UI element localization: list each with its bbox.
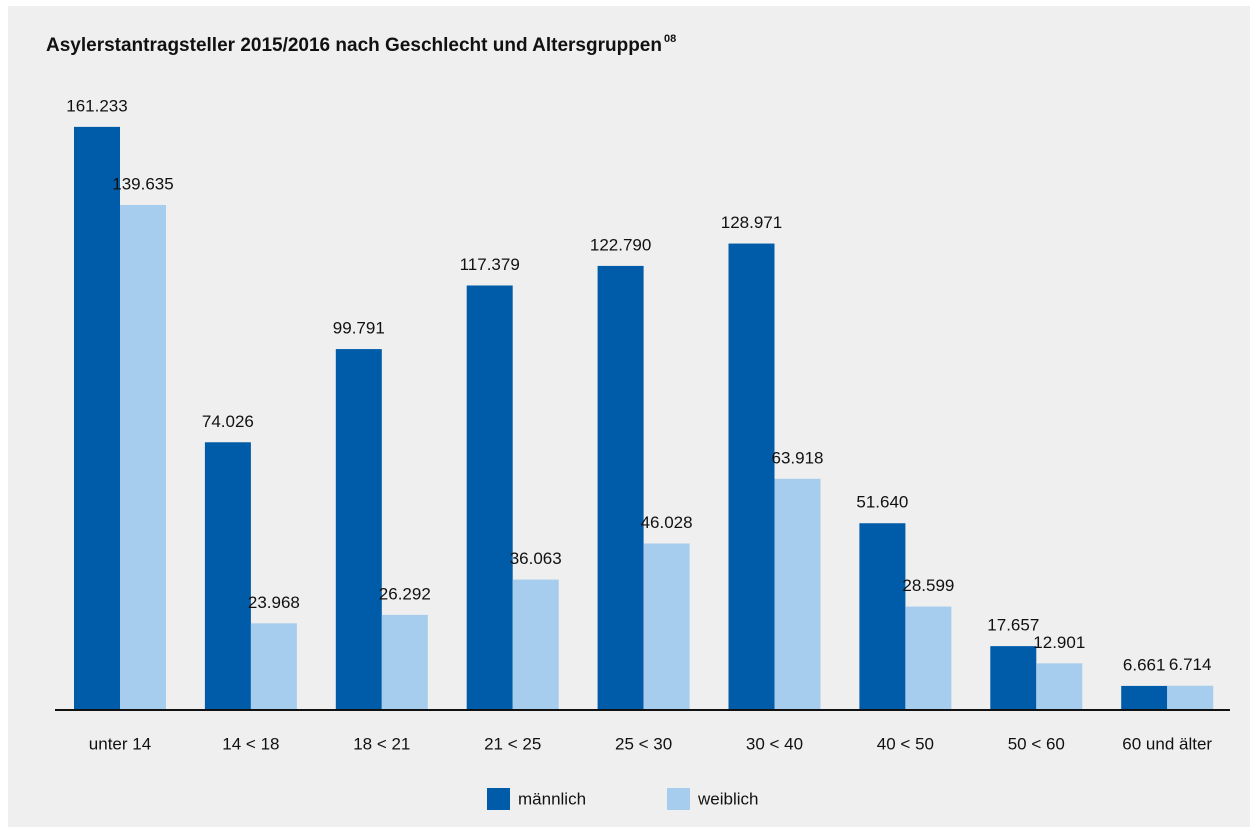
x-tick-label: 60 und älter	[1122, 734, 1212, 753]
bar	[381, 614, 428, 710]
title-text: Asylerstantragsteller 2015/2016 nach Ges…	[46, 35, 662, 56]
bar	[1167, 685, 1214, 710]
bar	[512, 579, 559, 710]
bar	[1036, 663, 1083, 710]
value-label: 122.790	[590, 235, 651, 254]
legend-label: weiblich	[697, 789, 758, 808]
value-label: 139.635	[112, 174, 173, 193]
value-label: 74.026	[202, 412, 254, 431]
x-tick-label: 40 < 50	[877, 734, 934, 753]
value-label: 128.971	[721, 213, 782, 232]
x-tick-label: 18 < 21	[353, 734, 410, 753]
bar	[74, 126, 120, 711]
value-label: 28.599	[902, 576, 954, 595]
bar	[1121, 685, 1168, 710]
value-label: 117.379	[460, 255, 520, 274]
value-label: 6.714	[1169, 655, 1212, 674]
legend-label: männlich	[518, 789, 586, 808]
x-tick-label: 14 < 18	[222, 734, 279, 753]
value-label: 36.063	[510, 549, 562, 568]
value-label: 26.292	[379, 584, 431, 603]
chart-title: Asylerstantragsteller 2015/2016 nach Ges…	[46, 33, 676, 56]
title-footnote: 08	[664, 33, 676, 45]
value-label: 46.028	[641, 513, 693, 532]
bar	[466, 285, 513, 710]
bar	[597, 265, 644, 710]
value-label: 17.657	[987, 616, 1039, 635]
bar	[204, 442, 251, 710]
bar	[335, 349, 382, 710]
bar	[250, 623, 297, 710]
value-label: 6.661	[1123, 655, 1166, 674]
legend-swatch	[667, 788, 690, 810]
x-tick-label: 21 < 25	[484, 734, 541, 753]
bar	[859, 523, 906, 710]
bar	[643, 543, 690, 710]
x-tick-label: 25 < 30	[615, 734, 672, 753]
value-label: 161.233	[66, 96, 127, 115]
value-label: 99.791	[333, 319, 385, 338]
x-tick-label: unter 14	[89, 734, 151, 753]
bar	[774, 478, 821, 710]
x-tick-label: 30 < 40	[746, 734, 803, 753]
bar	[728, 243, 775, 711]
bar	[990, 646, 1037, 710]
value-label: 51.640	[856, 493, 908, 512]
bar	[905, 606, 952, 710]
bar	[120, 204, 166, 710]
legend-swatch	[487, 788, 510, 810]
x-tick-label: 50 < 60	[1008, 734, 1065, 753]
value-label: 23.968	[248, 593, 300, 612]
value-label: 12.901	[1033, 633, 1085, 652]
value-label: 63.918	[772, 448, 824, 467]
